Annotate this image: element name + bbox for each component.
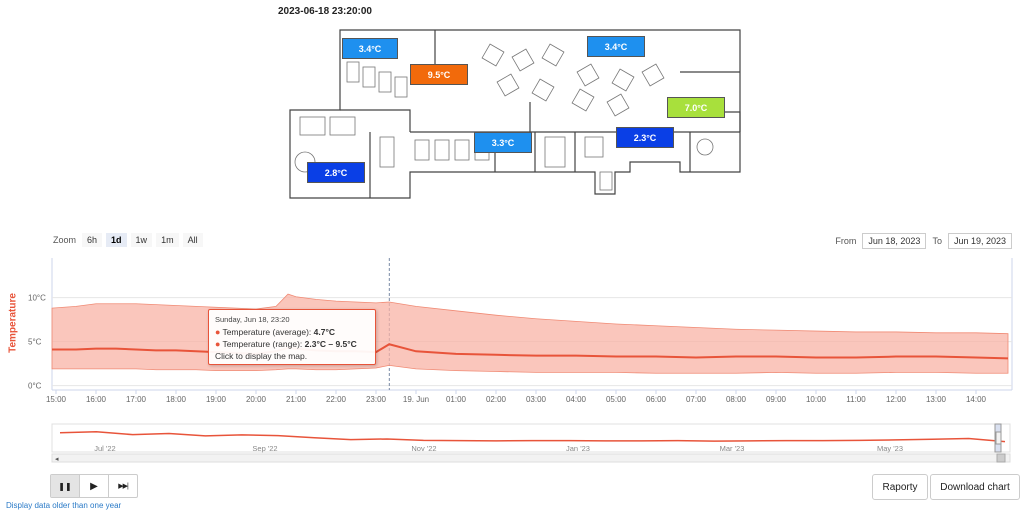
play-button[interactable]: ▶: [80, 475, 109, 497]
sensor-label-3[interactable]: 7.0°C: [667, 97, 725, 118]
y-tick-label: 0°C: [28, 382, 42, 391]
navigator-label: Sep '22: [252, 444, 277, 453]
x-tick-label: 19. Jun: [403, 395, 429, 404]
zoom-6h-button[interactable]: 6h: [82, 233, 103, 247]
range-area-layer: [51, 293, 1009, 374]
navigator-label: Mar '23: [720, 444, 745, 453]
tooltip-range-label: Temperature (range):: [222, 339, 305, 349]
zoom-selector: Zoom 6h 1d 1w 1m All: [53, 233, 207, 247]
x-axis-ticks: 15:00 16:00 17:00 18:00 19:00 20:00 21:00 22:00…: [46, 390, 987, 404]
x-tick-label: 07:00: [686, 395, 707, 404]
x-tick-label: 04:00: [566, 395, 587, 404]
sensor-label-0[interactable]: 3.4°C: [342, 38, 398, 59]
sensor-label-1[interactable]: 9.5°C: [410, 64, 468, 85]
x-tick-label: 05:00: [606, 395, 627, 404]
zoom-1m-button[interactable]: 1m: [156, 233, 179, 247]
x-tick-label: 08:00: [726, 395, 747, 404]
temperature-chart[interactable]: 15:00 16:00 17:00 18:00 19:00 20:00 21:00 22:00…: [0, 0, 1024, 420]
x-tick-label: 01:00: [446, 395, 467, 404]
tooltip-avg-row: ● Temperature (average): 4.7°C: [215, 326, 369, 338]
tooltip-range-value: 2.3°C – 9.5°C: [304, 339, 357, 349]
tooltip-range-marker-icon: ●: [215, 339, 221, 349]
y-tick-label: 10°C: [28, 294, 46, 303]
x-tick-label: 19:00: [206, 395, 227, 404]
playback-controls: ❚❚ ▶ ▶▶|: [50, 474, 138, 498]
x-tick-label: 02:00: [486, 395, 507, 404]
sensor-label-6[interactable]: 2.8°C: [307, 162, 365, 183]
temperature-range-area[interactable]: [51, 293, 1009, 374]
x-tick-label: 03:00: [526, 395, 547, 404]
x-tick-label: 22:00: [326, 395, 347, 404]
date-range: From Jun 18, 2023 To Jun 19, 2023: [835, 233, 1012, 249]
older-data-link[interactable]: Display data older than one year: [6, 501, 122, 510]
average-line-layer: [52, 343, 1009, 360]
navigator-series-line: [59, 431, 1006, 443]
skip-to-end-button[interactable]: ▶▶|: [118, 483, 129, 490]
navigator-label: Nov '22: [411, 444, 436, 453]
sensor-label-5[interactable]: 2.3°C: [616, 127, 674, 148]
x-tick-label: 15:00: [46, 395, 67, 404]
floorplan-map[interactable]: 3.4°C 9.5°C 3.4°C 7.0°C 3.3°C 2.3°C 2.8°C: [285, 22, 745, 204]
tooltip-hint: Click to display the map.: [215, 351, 308, 361]
scrollbar-thumb[interactable]: [996, 453, 1006, 463]
floorplan-drawing: [289, 29, 741, 199]
x-tick-label: 12:00: [886, 395, 907, 404]
x-tick-label: 11:00: [846, 395, 866, 404]
navigator-label: Jan '23: [566, 444, 590, 453]
temperature-average-line[interactable]: [52, 343, 1009, 360]
navigator-label: Jul '22: [94, 444, 115, 453]
sensor-label-4[interactable]: 3.3°C: [474, 132, 532, 153]
from-date-input[interactable]: Jun 18, 2023: [862, 233, 927, 249]
download-chart-button[interactable]: Download chart: [930, 474, 1020, 500]
navigator-line-layer: [59, 431, 1006, 443]
tooltip-avg-label: Temperature (average):: [222, 327, 314, 337]
zoom-all-button[interactable]: All: [182, 233, 203, 247]
x-tick-label: 17:00: [126, 395, 147, 404]
x-tick-label: 10:00: [806, 395, 827, 404]
navigator-handle[interactable]: [995, 431, 1002, 445]
x-tick-label: 14:00: [966, 395, 987, 404]
tooltip-range-row: ● Temperature (range): 2.3°C – 9.5°C: [215, 338, 369, 350]
tooltip-header: Sunday, Jun 18, 23:20: [215, 315, 290, 324]
tooltip-avg-value: 4.7°C: [313, 327, 335, 337]
navigator-label: May '23: [877, 444, 903, 453]
to-date-input[interactable]: Jun 19, 2023: [947, 233, 1012, 249]
navigator-chart[interactable]: Jul '22 Sep '22 Nov '22 Jan '23 Mar '23 May '…: [0, 420, 1024, 470]
zoom-label: Zoom: [53, 235, 77, 245]
zoom-1d-button[interactable]: 1d: [106, 233, 127, 247]
x-tick-label: 16:00: [86, 395, 107, 404]
x-tick-label: 21:00: [286, 395, 307, 404]
y-tick-label: 5°C: [28, 338, 42, 347]
navigator-background: [51, 423, 1011, 453]
x-tick-label: 20:00: [246, 395, 267, 404]
sensor-label-2[interactable]: 3.4°C: [587, 36, 645, 57]
x-tick-label: 18:00: [166, 395, 187, 404]
scroll-left-arrow-icon[interactable]: ◂: [55, 455, 59, 463]
to-label: To: [932, 236, 942, 246]
map-timestamp: 2023-06-18 23:20:00: [278, 6, 372, 17]
chart-tooltip: Sunday, Jun 18, 23:20 ● Temperature (aver…: [208, 309, 376, 365]
tooltip-avg-marker-icon: ●: [215, 327, 221, 337]
pause-button[interactable]: ❚❚: [51, 475, 80, 497]
x-tick-label: 23:00: [366, 395, 387, 404]
raporty-button[interactable]: Raporty: [872, 474, 928, 500]
y-axis-ticks: 0°C 5°C 10°C: [28, 294, 46, 391]
from-label: From: [835, 236, 857, 246]
zoom-1w-button[interactable]: 1w: [130, 233, 153, 247]
navigator-scrollbar[interactable]: [51, 453, 1011, 463]
x-tick-label: 13:00: [926, 395, 947, 404]
x-tick-label: 06:00: [646, 395, 667, 404]
x-tick-label: 09:00: [766, 395, 787, 404]
navigator-labels: Jul '22 Sep '22 Nov '22 Jan '23 Mar '23 May '…: [94, 444, 903, 453]
